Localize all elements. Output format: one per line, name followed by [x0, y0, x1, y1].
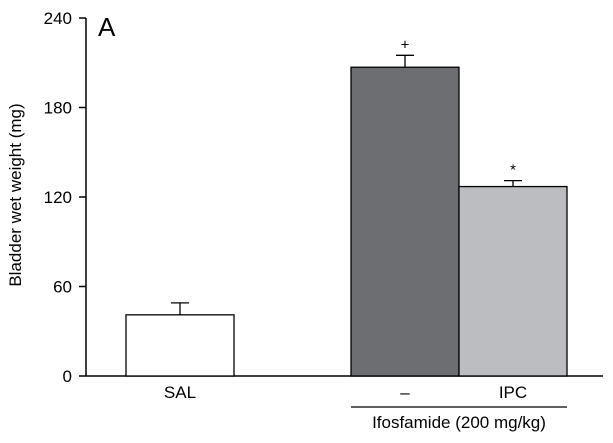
y-axis-label: Bladder wet weight (mg) [6, 103, 25, 286]
y-tick-label: 240 [44, 9, 72, 28]
x-labels: SAL – IPC [164, 383, 527, 402]
panel-letter: A [98, 12, 116, 42]
bars: +* [125, 36, 568, 377]
bar [350, 66, 460, 377]
bar [125, 314, 235, 377]
y-tick-label: 0 [63, 367, 72, 386]
significance-marker: + [401, 36, 410, 53]
y-tick-label: 60 [53, 278, 72, 297]
significance-marker: * [510, 162, 516, 179]
y-tick-label: 120 [44, 188, 72, 207]
x-category-label: – [400, 383, 410, 402]
x-category-label: SAL [164, 383, 196, 402]
x-category-label: IPC [499, 383, 527, 402]
y-tick-label: 180 [44, 99, 72, 118]
bar [458, 185, 568, 377]
group-label: Ifosfamide (200 mg/kg) [372, 413, 546, 432]
y-ticks: 0 60 120 180 240 [44, 9, 86, 386]
